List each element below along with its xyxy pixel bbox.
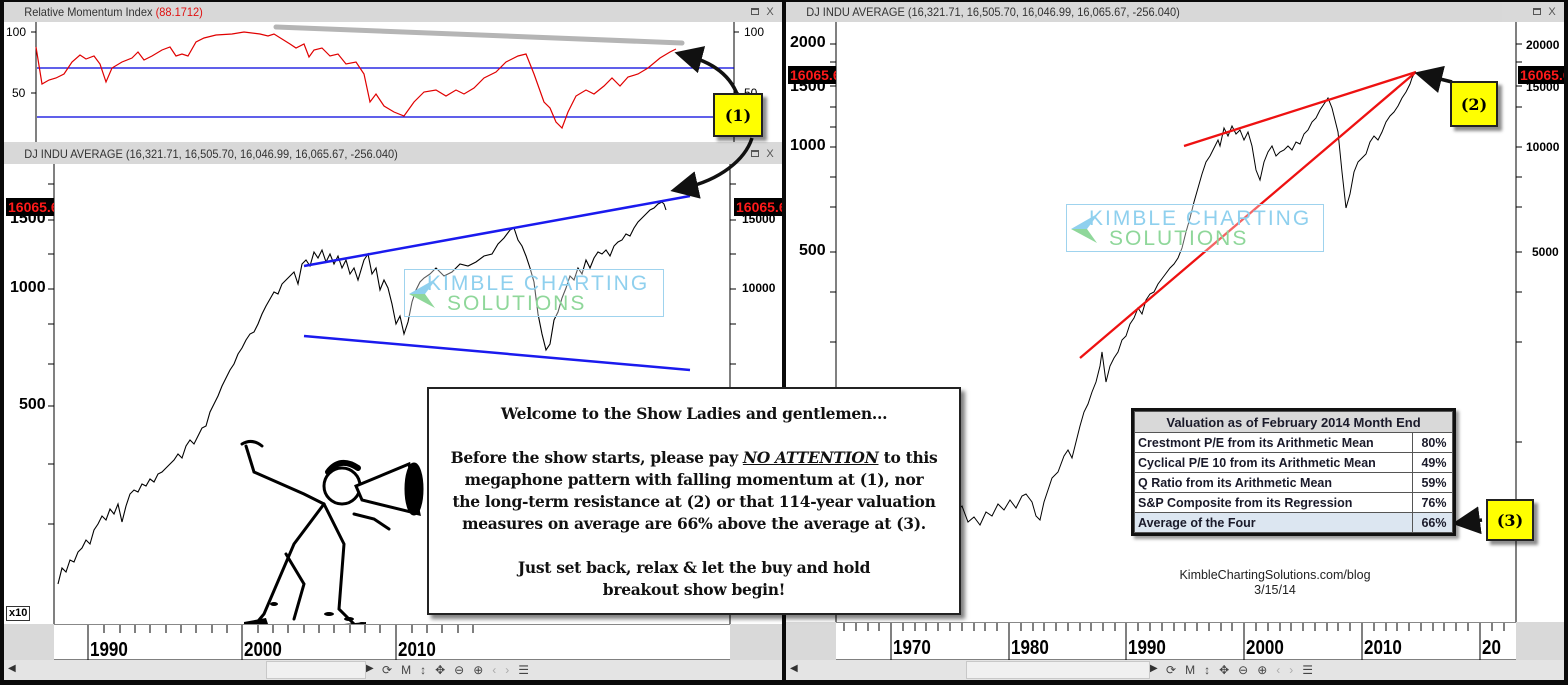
prev-icon[interactable]: ‹ <box>492 663 497 677</box>
right-scrollbar[interactable]: ◀ ▶ ⟳ M ↕ ✥ ⊖ ⊕ ‹ › ☰ <box>786 660 1564 680</box>
kimble-logo-icon <box>409 278 437 308</box>
scroll-left-arrow[interactable]: ◀ <box>8 663 16 674</box>
last-price-tag-right: 16065.6 <box>734 198 782 216</box>
kimble-logo-icon <box>1071 213 1099 243</box>
rmi-tick-50-left: 50 <box>12 86 26 100</box>
ytick-5000-right: 5000 <box>1532 245 1559 259</box>
zoom-out-icon[interactable]: ⊖ <box>454 663 465 677</box>
xtick-1990: 1990 <box>90 639 128 661</box>
ytick-10000-right: 10000 <box>742 281 776 295</box>
next-icon[interactable]: › <box>1289 663 1294 677</box>
xtick-1980: 1980 <box>1011 637 1049 659</box>
callout-2: (2) <box>1450 81 1498 127</box>
rmi-tick-100-right: 100 <box>744 25 765 39</box>
list-icon[interactable]: ☰ <box>1302 663 1314 677</box>
xtick-1990: 1990 <box>1128 637 1166 659</box>
xtick-2000: 2000 <box>244 639 282 661</box>
blog-credit: KimbleChartingSolutions.com/blog 3/15/14 <box>1160 568 1390 598</box>
rmi-value: (88.1712) <box>155 5 203 19</box>
kimble-watermark: KIMBLE CHARTING SOLUTIONS <box>1066 204 1324 252</box>
left-scrollbar[interactable]: ◀ ▶ ⟳ M ↕ ✥ ⊖ ⊕ ‹ › ☰ <box>4 660 782 680</box>
scroll-right-arrow[interactable]: ▶ <box>366 663 374 674</box>
table-row: Q Ratio from its Arithmetic Mean 59% <box>1134 472 1453 493</box>
rmi-chart <box>31 22 739 142</box>
xtick-2010: 2010 <box>398 639 436 661</box>
next-icon[interactable]: › <box>505 663 510 677</box>
move-icon[interactable]: ✥ <box>1219 663 1230 677</box>
vertical-scale-icon[interactable]: ↕ <box>420 663 427 677</box>
callout-3: (3) <box>1486 499 1534 541</box>
rmi-plot: 100 50 100 50 <box>4 22 782 142</box>
no-attention-emphasis: NO ATTENTION <box>742 448 879 467</box>
message-line: Before the show starts, please pay NO AT… <box>450 448 938 467</box>
valuation-table-title: Valuation as of February 2014 Month End <box>1134 411 1453 433</box>
zoom-out-icon[interactable]: ⊖ <box>1238 663 1249 677</box>
list-icon[interactable]: ☰ <box>518 663 530 677</box>
xtick-2000: 2000 <box>1246 637 1284 659</box>
refresh-icon[interactable]: ⟳ <box>382 663 393 677</box>
table-row: Cyclical P/E 10 from its Arithmetic Mean… <box>1134 452 1453 473</box>
last-price-tag-left: 16065.6 <box>788 66 836 84</box>
ytick-10000-right: 10000 <box>1526 140 1560 154</box>
zoom-in-icon[interactable]: ⊕ <box>1257 663 1268 677</box>
message-line: the long-term resistance at (2) or that … <box>452 492 936 511</box>
mode-m-button[interactable]: M <box>401 663 412 677</box>
message-line: breakout show begin! <box>602 580 786 599</box>
kimble-watermark: KIMBLE CHARTING SOLUTIONS <box>404 269 664 317</box>
table-row-average: Average of the Four 66% <box>1134 512 1453 533</box>
message-box: Welcome to the Show Ladies and gentlemen… <box>427 387 961 615</box>
callout-1: (1) <box>713 93 763 137</box>
djia-right-x-axis: 1970 1980 1990 2000 2010 20 <box>836 622 1516 661</box>
scroll-thumb[interactable] <box>266 661 366 679</box>
last-price-tag-right: 16065.6 <box>1518 66 1564 84</box>
ytick-2000-left: 2000 <box>790 34 826 51</box>
rmi-pane: Relative Momentum Index (88.1712) X 100 … <box>4 2 782 144</box>
message-line: megaphone pattern with falling momentum … <box>464 470 924 489</box>
maximize-button[interactable] <box>749 148 761 160</box>
megaphone-man-cartoon <box>240 439 424 628</box>
table-row: Crestmont P/E from its Arithmetic Mean 80… <box>1134 432 1453 453</box>
chart-date: 3/15/14 <box>1254 583 1296 597</box>
scroll-left-arrow[interactable]: ◀ <box>790 663 798 674</box>
close-button[interactable]: X <box>766 6 774 18</box>
rmi-tick-100-left: 100 <box>6 25 27 39</box>
zoom-in-icon[interactable]: ⊕ <box>473 663 484 677</box>
xtick-1970: 1970 <box>893 637 931 659</box>
scroll-right-arrow[interactable]: ▶ <box>1150 663 1158 674</box>
vertical-scale-icon[interactable]: ↕ <box>1204 663 1211 677</box>
djia-left-x-axis: 1990 2000 2010 <box>54 624 730 661</box>
mode-m-button[interactable]: M <box>1185 663 1196 677</box>
maximize-button[interactable] <box>1531 6 1543 18</box>
ytick-1000-left: 1000 <box>790 137 826 154</box>
valuation-table: Valuation as of February 2014 Month End … <box>1131 408 1456 536</box>
close-button[interactable]: X <box>1548 6 1556 18</box>
blog-url: KimbleChartingSolutions.com/blog <box>1179 568 1371 582</box>
djia-bar-chart <box>48 164 736 624</box>
maximize-button[interactable] <box>749 6 761 18</box>
message-headline: Welcome to the Show Ladies and gentlemen… <box>500 404 888 423</box>
close-button[interactable]: X <box>766 148 774 160</box>
prev-icon[interactable]: ‹ <box>1276 663 1281 677</box>
move-icon[interactable]: ✥ <box>435 663 446 677</box>
rmi-title: Relative Momentum Index (88.1712) <box>4 2 720 22</box>
message-line: Just set back, relax & let the buy and h… <box>517 558 871 577</box>
ytick-500-left: 500 <box>799 242 826 259</box>
xtick-2020-partial: 20 <box>1482 637 1501 659</box>
message-line: measures on average are 66% above the av… <box>462 514 926 533</box>
table-row: S&P Composite from its Regression 76% <box>1134 492 1453 513</box>
ytick-500-left: 500 <box>19 396 46 413</box>
scroll-thumb[interactable] <box>966 661 1150 679</box>
djia-left-title: DJ INDU AVERAGE (16,321.71, 16,505.70, 1… <box>4 144 720 164</box>
ytick-1000-left: 1000 <box>10 279 46 296</box>
djia-right-title: DJ INDU AVERAGE (16,321.71, 16,505.70, 1… <box>786 2 1502 22</box>
ytick-20000-right: 20000 <box>1526 38 1560 52</box>
scale-badge: x10 <box>6 606 31 621</box>
last-price-tag-left: 16065.6 <box>6 198 54 216</box>
xtick-2010: 2010 <box>1364 637 1402 659</box>
refresh-icon[interactable]: ⟳ <box>1166 663 1177 677</box>
